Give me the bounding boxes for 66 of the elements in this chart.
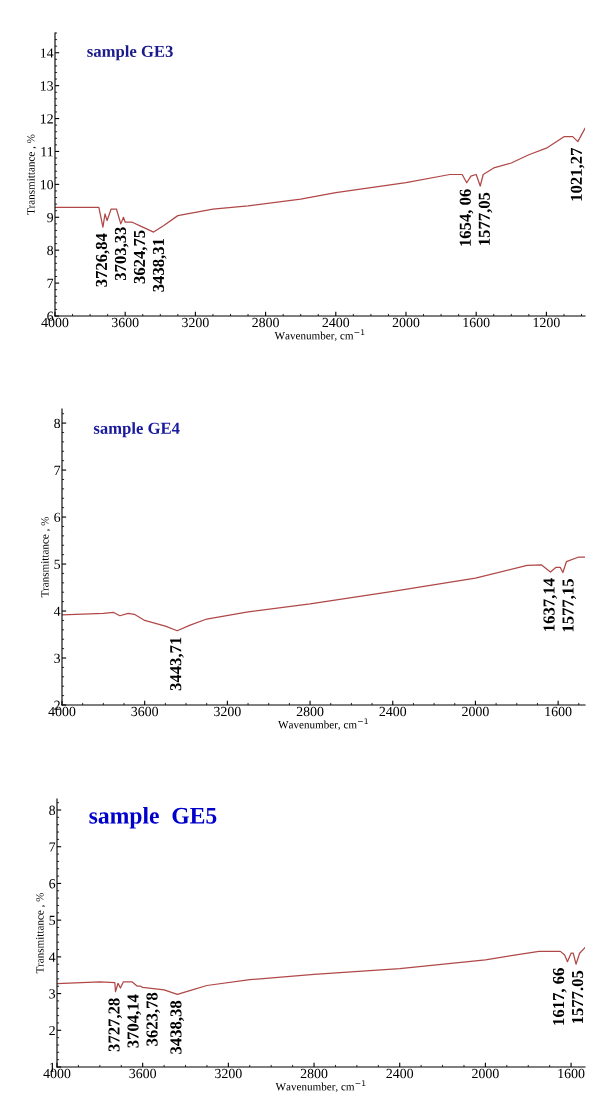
chart-title: sample GE5 bbox=[89, 807, 217, 829]
y-tick-label: 8 bbox=[49, 805, 56, 815]
x-tick-label: 3200 bbox=[215, 1068, 242, 1079]
annotation: 1577,05 bbox=[478, 192, 493, 245]
x-tick-label: 1600 bbox=[545, 706, 572, 717]
y-axis-title: Transmittance , % bbox=[27, 134, 37, 215]
annotation: 1617, 66 bbox=[552, 968, 567, 1025]
y-tick-label: 8 bbox=[54, 418, 61, 429]
y-tick-label: 7 bbox=[47, 278, 54, 288]
annotation: 1021,27 bbox=[570, 148, 585, 201]
y-tick-label: 7 bbox=[54, 465, 61, 475]
y-axis-title: Transmittance , % bbox=[36, 893, 46, 974]
annotation: 3623,78 bbox=[146, 992, 161, 1046]
x-tick-label: 2400 bbox=[379, 706, 407, 717]
annotation: 3704,14 bbox=[127, 994, 142, 1048]
x-tick-label: 2800 bbox=[296, 706, 324, 717]
x-tick-label: 2800 bbox=[300, 1068, 328, 1079]
x-tick-label: 1600 bbox=[558, 1068, 585, 1079]
annotation: 3624,75 bbox=[133, 230, 148, 284]
y-tick-label: 8 bbox=[47, 245, 54, 256]
y-tick-label: 3 bbox=[49, 989, 56, 999]
annotation: 3443,71 bbox=[170, 637, 184, 691]
y-tick-label: 6 bbox=[54, 512, 61, 523]
x-tick-label: 2000 bbox=[462, 706, 489, 717]
text: sample GE4 bbox=[93, 422, 180, 438]
x-tick-label: 3200 bbox=[182, 317, 209, 328]
x-axis-title: Wavenumber, cm$^{−1}$ bbox=[274, 329, 365, 342]
y-tick-label: 12 bbox=[40, 114, 53, 124]
x-tick-label: 3200 bbox=[214, 706, 241, 717]
annotation: 3438,38 bbox=[170, 1000, 184, 1054]
annotation: 1577.05 bbox=[571, 970, 584, 1024]
y-tick-label: 4 bbox=[48, 952, 56, 962]
annotation: 1637,14 bbox=[543, 578, 558, 631]
text: sample GE3 bbox=[87, 45, 173, 61]
x-tick-label: 3600 bbox=[129, 1068, 157, 1079]
y-tick-label: 3 bbox=[54, 653, 61, 663]
annotation: 3438,31 bbox=[152, 238, 167, 292]
annotation: 1577,15 bbox=[562, 579, 577, 632]
y-tick-label: 5 bbox=[54, 559, 61, 569]
x-tick-label: 2400 bbox=[386, 1068, 414, 1079]
x-tick-label: 2000 bbox=[392, 317, 420, 328]
annotation: 3726,84 bbox=[95, 233, 110, 287]
y-tick-label: 5 bbox=[49, 915, 56, 926]
y-tick-label: 11 bbox=[41, 147, 53, 157]
x-tick-label: 2400 bbox=[322, 317, 350, 328]
y-tick-label: 4 bbox=[53, 606, 61, 616]
x-tick-label: 2800 bbox=[252, 317, 279, 328]
x-axis-title: Wavenumber, cm$^{−1}$ bbox=[278, 718, 368, 731]
y-tick-label: 2 bbox=[49, 1025, 55, 1036]
x-tick-label: 2000 bbox=[472, 1068, 499, 1079]
annotation: 3727,28 bbox=[108, 998, 123, 1052]
line-series bbox=[62, 556, 585, 632]
x-tick-label: 3600 bbox=[131, 706, 159, 717]
y-tick-label: 7 bbox=[49, 842, 56, 852]
y-tick-label: 6 bbox=[49, 879, 56, 889]
x-tick-label: 3600 bbox=[111, 317, 139, 328]
y-axis-title: Transmittance , % bbox=[41, 517, 51, 598]
x-axis-title: Wavenumber, cm$^{−1}$ bbox=[275, 1080, 366, 1093]
x-tick-label: 1600 bbox=[463, 317, 490, 328]
y-tick-label: 9 bbox=[47, 212, 54, 223]
annotation: 1654, 06 bbox=[459, 189, 474, 246]
y-tick-label: 13 bbox=[40, 81, 54, 91]
annotation: 3703,33 bbox=[114, 227, 129, 281]
y-tick-label: 10 bbox=[40, 179, 54, 190]
x-tick-label: 1200 bbox=[533, 317, 560, 328]
y-tick-label: 14 bbox=[40, 48, 54, 58]
